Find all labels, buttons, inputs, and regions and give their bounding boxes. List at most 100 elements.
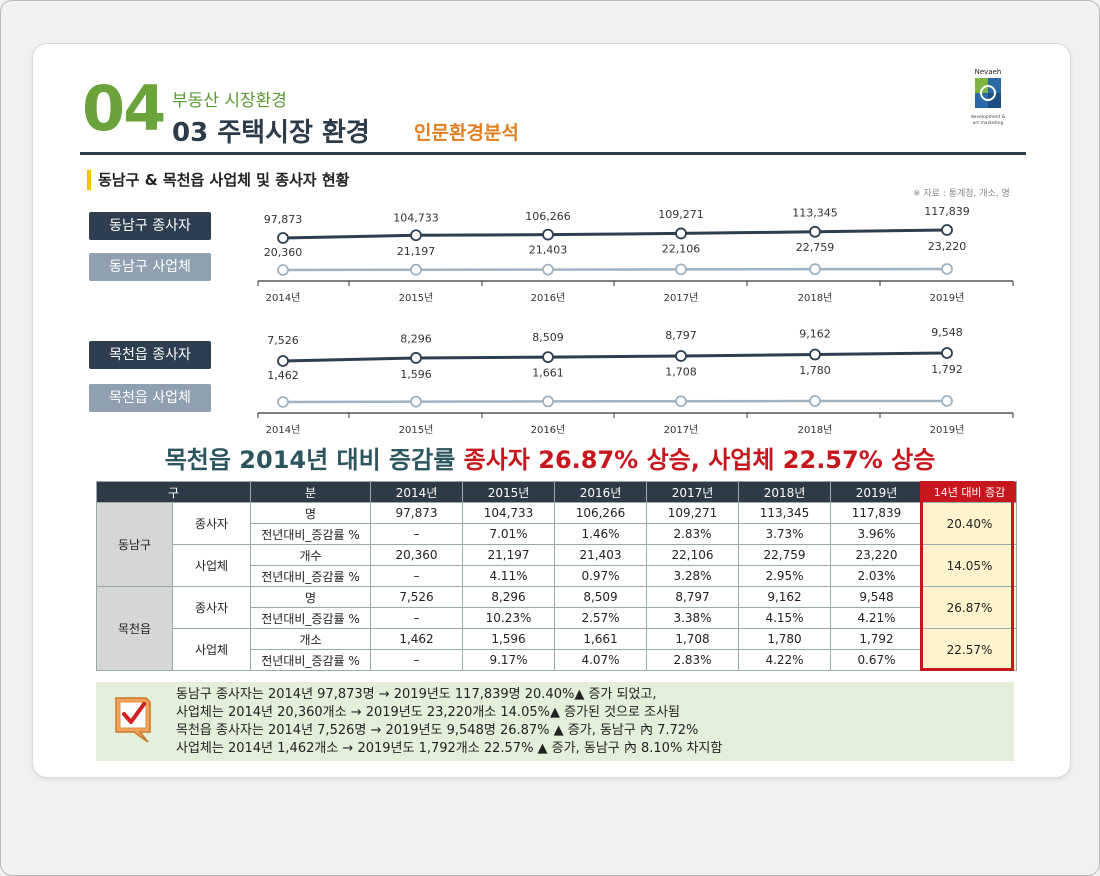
x-tick-label: 2015년: [399, 292, 434, 304]
data-point: [542, 351, 554, 364]
data-label: 104,733: [393, 211, 439, 224]
headline: 목천읍 2014년 대비 증감률 종사자 26.87% 상승, 사업체 22.5…: [0, 440, 1100, 475]
value-cell: –: [370, 607, 463, 629]
legend-series-mokcheon-workers: 목천읍 종사자: [89, 341, 211, 369]
value-cell: 4.11%: [462, 565, 555, 587]
data-label: 113,345: [792, 207, 838, 220]
category-cell: 사업체: [172, 628, 251, 671]
table-row: 동남구 종사자 명 97,873 104,733 106,266 109,271 113,34…: [96, 502, 1017, 587]
data-point: [410, 263, 422, 276]
table-header-year: 2016년: [554, 481, 647, 503]
statistics-table: 구 분 2014년 2015년 2016년 2017년 2018년 2019년 …: [96, 481, 1017, 671]
logo-brand: Nevaeh: [975, 68, 1002, 76]
value-cell: 1,596: [462, 628, 555, 650]
value-cell: 8,797: [646, 586, 739, 608]
data-point: [410, 352, 422, 364]
series-line: [282, 351, 948, 363]
title-divider: [80, 152, 1026, 155]
data-point: [809, 395, 821, 407]
data-point: [277, 355, 289, 367]
value-cell: 109,271: [646, 502, 739, 524]
section-number: 04: [82, 72, 166, 145]
value-cell: 4.07%: [554, 649, 647, 671]
value-cell: 0.97%: [554, 565, 647, 587]
value-cell: 21,403: [554, 544, 647, 566]
series-line: [282, 267, 948, 272]
data-label: 1,780: [799, 364, 831, 377]
logo-tagline-2: art marketing: [973, 120, 1004, 126]
summary-line: 목천읍 종사자는 2014년 7,526명 → 2019년도 9,548명 26…: [176, 723, 699, 738]
change-cell: 20.40%: [922, 502, 1017, 545]
table-header-year: 2017년: [646, 481, 739, 503]
table-header-bun: 분: [250, 481, 371, 503]
value-cell: 1,661: [554, 628, 647, 650]
legend-series-mokcheon-businesses: 목천읍 사업체: [89, 384, 211, 412]
change-cell: 26.87%: [922, 586, 1017, 629]
change-column-highlight: [920, 481, 1014, 671]
category-label: 부동산 시장환경: [172, 91, 287, 111]
data-point: [542, 263, 554, 276]
x-tick-label: 2016년: [531, 424, 566, 436]
table-header-year: 2018년: [738, 481, 831, 503]
data-point: [809, 263, 821, 276]
data-label: 1,596: [400, 368, 432, 381]
row-label-cell: 명: [250, 502, 371, 524]
data-point: [277, 232, 289, 244]
page-title: 03 주택시장 환경: [172, 118, 370, 148]
table-row: 목천읍 종사자 명 7,526 8,296 8,509 8,797 9,162 9,548 26.…: [96, 586, 1017, 671]
data-label: 1,661: [532, 367, 564, 380]
data-label: 22,106: [662, 242, 701, 255]
data-point: [277, 264, 289, 276]
change-cell: 14.05%: [922, 544, 1017, 587]
table-header-year: 2014년: [370, 481, 463, 503]
value-cell: 3.96%: [830, 523, 923, 545]
value-cell: 2.03%: [830, 565, 923, 587]
value-cell: 113,345: [738, 502, 831, 524]
checklist-icon: [115, 697, 151, 743]
summary-box: [96, 682, 1014, 761]
data-label: 9,162: [799, 328, 831, 341]
value-cell: 1,708: [646, 628, 739, 650]
data-point: [941, 224, 953, 236]
value-cell: 4.15%: [738, 607, 831, 629]
data-label: 1,792: [931, 363, 963, 376]
value-cell: 8,296: [462, 586, 555, 608]
data-point: [941, 347, 953, 359]
data-label: 109,271: [658, 208, 704, 221]
value-cell: –: [370, 523, 463, 545]
data-label: 117,839: [924, 205, 970, 218]
legend-series-dongnamgu-businesses: 동남구 사업체: [89, 253, 211, 281]
table-row: 사업체 개수 20,360 21,197 21,403 22,106 22,759 23,22…: [97, 544, 1017, 587]
value-cell: 2.83%: [646, 649, 739, 671]
value-cell: 9.17%: [462, 649, 555, 671]
data-label: 106,266: [525, 210, 571, 223]
value-cell: 21,197: [462, 544, 555, 566]
row-label-cell: 전년대비_증감률 %: [250, 565, 371, 587]
value-cell: 7.01%: [462, 523, 555, 545]
table-row: 전년대비_증감률 % –9.17% 4.07% 2.83% 4.22% 0.67%: [97, 649, 1017, 671]
value-cell: 22,759: [738, 544, 831, 566]
x-tick-label: 2017년: [664, 292, 699, 304]
value-cell: 9,548: [830, 586, 923, 608]
category-cell: 종사자: [172, 502, 251, 545]
x-tick-label: 2019년: [930, 292, 965, 304]
data-label: 20,360: [264, 246, 303, 259]
value-cell: 97,873: [370, 502, 463, 524]
category-cell: 종사자: [172, 586, 251, 629]
logo-tagline-1: development &: [971, 114, 1006, 120]
summary-line: 동남구 종사자는 2014년 97,873명 → 2019년도 117,839명…: [176, 687, 657, 702]
data-point: [941, 263, 953, 275]
summary-line: 사업체는 2014년 20,360개소 → 2019년도 23,220개소 14…: [176, 705, 680, 720]
table-header-year: 2015년: [462, 481, 555, 503]
series-line: [282, 228, 948, 240]
value-cell: 22,106: [646, 544, 739, 566]
value-cell: 3.73%: [738, 523, 831, 545]
value-cell: 0.67%: [830, 649, 923, 671]
category-cell: 사업체: [172, 544, 251, 587]
data-label: 8,509: [532, 331, 564, 344]
data-point: [542, 395, 554, 408]
x-tick-label: 2017년: [664, 424, 699, 436]
page-subtitle: 인문환경분석: [414, 122, 519, 144]
region-cell: 동남구: [96, 502, 173, 587]
region-cell: 목천읍: [96, 586, 173, 671]
